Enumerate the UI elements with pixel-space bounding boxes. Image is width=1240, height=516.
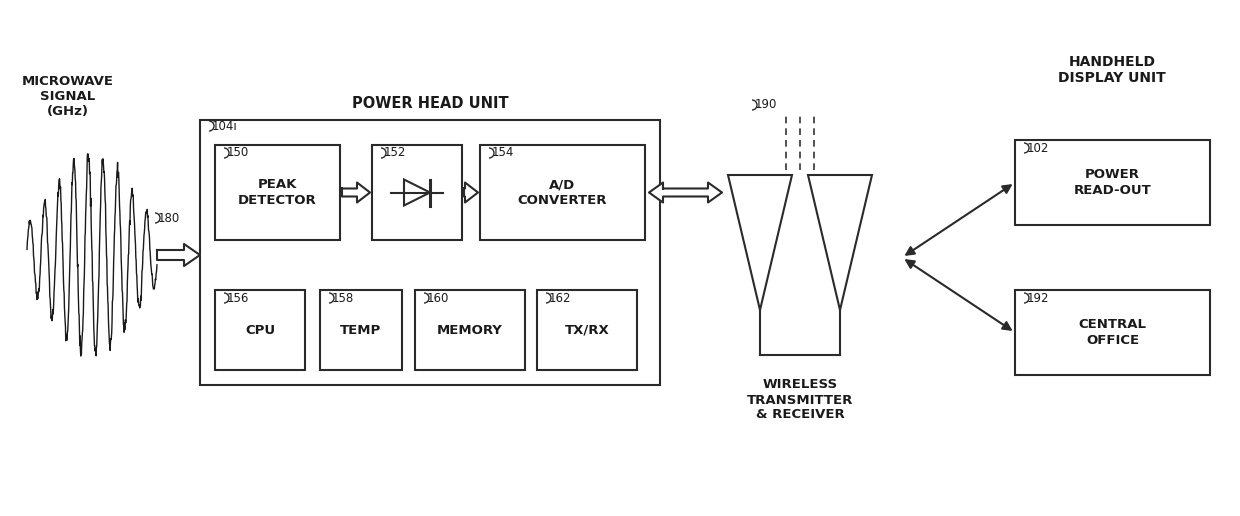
Text: PEAK
DETECTOR: PEAK DETECTOR xyxy=(238,179,317,206)
Text: 158: 158 xyxy=(332,292,355,304)
Text: TX/RX: TX/RX xyxy=(564,324,609,336)
Text: POWER HEAD UNIT: POWER HEAD UNIT xyxy=(352,96,508,111)
Bar xyxy=(200,120,660,385)
Text: 150: 150 xyxy=(227,147,249,159)
Text: WIRELESS
TRANSMITTER
& RECEIVER: WIRELESS TRANSMITTER & RECEIVER xyxy=(746,379,853,422)
Text: 102: 102 xyxy=(1027,141,1049,154)
Text: 162: 162 xyxy=(549,292,572,304)
Polygon shape xyxy=(157,244,200,266)
Bar xyxy=(537,290,637,370)
Polygon shape xyxy=(342,183,370,202)
Text: 160: 160 xyxy=(427,292,449,304)
Text: MICROWAVE
SIGNAL
(GHz): MICROWAVE SIGNAL (GHz) xyxy=(22,75,114,118)
Text: 154: 154 xyxy=(492,147,515,159)
Text: 152: 152 xyxy=(384,147,407,159)
Text: 156: 156 xyxy=(227,292,249,304)
Bar xyxy=(480,145,645,240)
Text: 192: 192 xyxy=(1027,292,1049,304)
Polygon shape xyxy=(464,183,477,202)
Bar xyxy=(215,290,305,370)
Text: CENTRAL
OFFICE: CENTRAL OFFICE xyxy=(1079,318,1147,347)
Text: A/D
CONVERTER: A/D CONVERTER xyxy=(518,179,608,206)
Text: 180: 180 xyxy=(157,212,180,224)
Bar xyxy=(320,290,402,370)
Text: 190: 190 xyxy=(755,99,777,111)
Bar xyxy=(1016,290,1210,375)
Text: TEMP: TEMP xyxy=(340,324,382,336)
Bar xyxy=(1016,140,1210,225)
Polygon shape xyxy=(649,183,722,202)
Bar xyxy=(372,145,463,240)
Bar xyxy=(215,145,340,240)
Text: MEMORY: MEMORY xyxy=(436,324,503,336)
Text: 104i: 104i xyxy=(212,120,238,133)
Bar xyxy=(415,290,525,370)
Text: POWER
READ-OUT: POWER READ-OUT xyxy=(1074,169,1152,197)
Text: CPU: CPU xyxy=(246,324,275,336)
Text: HANDHELD
DISPLAY UNIT: HANDHELD DISPLAY UNIT xyxy=(1058,55,1166,85)
